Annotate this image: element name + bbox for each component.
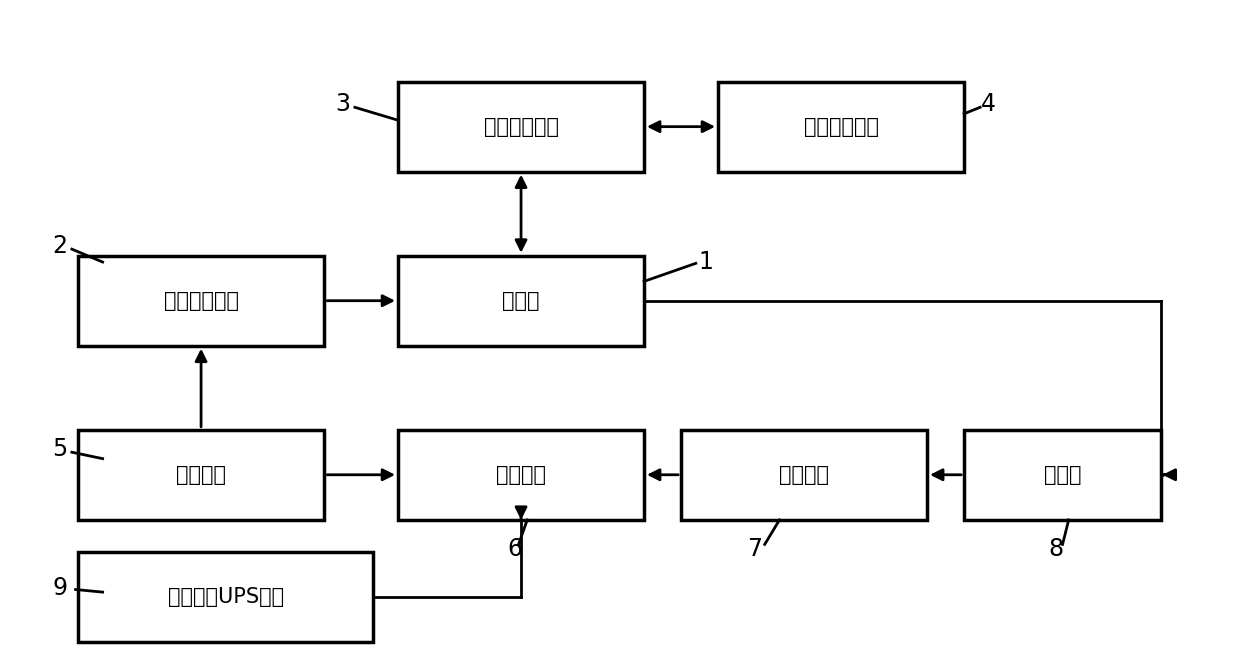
Bar bbox=[78, 255, 325, 346]
Bar bbox=[398, 430, 644, 520]
Bar bbox=[717, 82, 964, 172]
Bar bbox=[398, 82, 644, 172]
Bar bbox=[681, 430, 927, 520]
Text: 继电器: 继电器 bbox=[1043, 465, 1082, 485]
Text: 6: 6 bbox=[508, 537, 523, 561]
Text: 控制器: 控制器 bbox=[502, 291, 540, 311]
Text: 负载设备: 负载设备 bbox=[496, 465, 546, 485]
Text: 8: 8 bbox=[1049, 537, 1064, 561]
Text: 2: 2 bbox=[52, 234, 67, 258]
Text: 备用电源: 备用电源 bbox=[779, 465, 829, 485]
Text: 外部电网: 外部电网 bbox=[176, 465, 225, 485]
Text: 5: 5 bbox=[52, 437, 67, 461]
Bar bbox=[398, 255, 644, 346]
Text: 3: 3 bbox=[335, 92, 351, 116]
Text: 电压检测模块: 电压检测模块 bbox=[164, 291, 239, 311]
Text: 7: 7 bbox=[747, 537, 762, 561]
Bar bbox=[78, 430, 325, 520]
Bar bbox=[964, 430, 1161, 520]
Bar bbox=[78, 552, 373, 643]
Text: 电容电池UPS电源: 电容电池UPS电源 bbox=[167, 587, 284, 607]
Text: 无线通信模块: 无线通信模块 bbox=[483, 117, 559, 136]
Text: 9: 9 bbox=[52, 575, 67, 599]
Text: 电网监控终端: 电网监控终端 bbox=[804, 117, 878, 136]
Text: 4: 4 bbox=[981, 92, 996, 116]
Text: 1: 1 bbox=[699, 250, 714, 274]
